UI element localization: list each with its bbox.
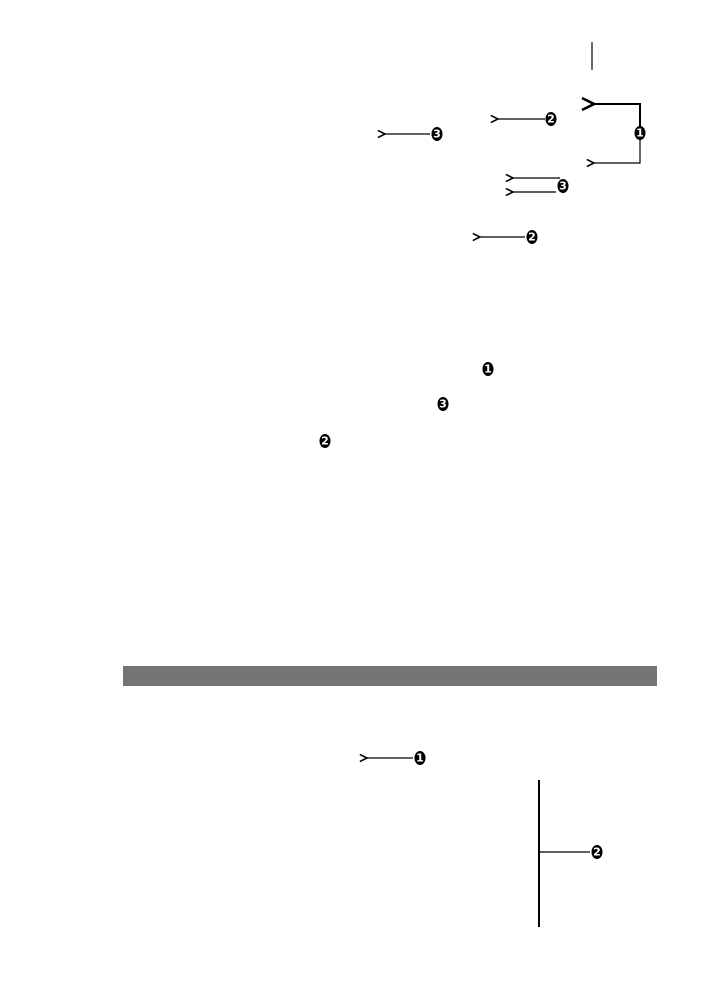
callout-number: 1: [484, 363, 492, 376]
callout-badge: 3: [557, 179, 569, 193]
callout-badge: 2: [545, 112, 557, 126]
callout-badge: 1: [482, 362, 494, 376]
callout-number: 2: [593, 846, 601, 859]
callout-number: 3: [559, 180, 567, 193]
callout-number: 2: [547, 113, 555, 126]
callout-number: 1: [416, 752, 424, 765]
callout-number: 1: [636, 127, 644, 140]
callout-badge: 1: [634, 126, 646, 140]
callout-badge: 2: [319, 434, 331, 448]
callout-number: 2: [528, 231, 536, 244]
callout-badge: 1: [414, 751, 426, 765]
section-divider-bar: [123, 666, 657, 686]
callout-badge: 2: [526, 230, 538, 244]
callout-number: 3: [439, 398, 447, 411]
callout-number: 2: [321, 435, 329, 448]
callout-badge: 3: [437, 397, 449, 411]
callout-1-bracket: [594, 104, 641, 163]
callout-badge: 3: [431, 127, 443, 141]
callout-badge: 2: [591, 845, 603, 859]
callout-number: 3: [433, 128, 441, 141]
